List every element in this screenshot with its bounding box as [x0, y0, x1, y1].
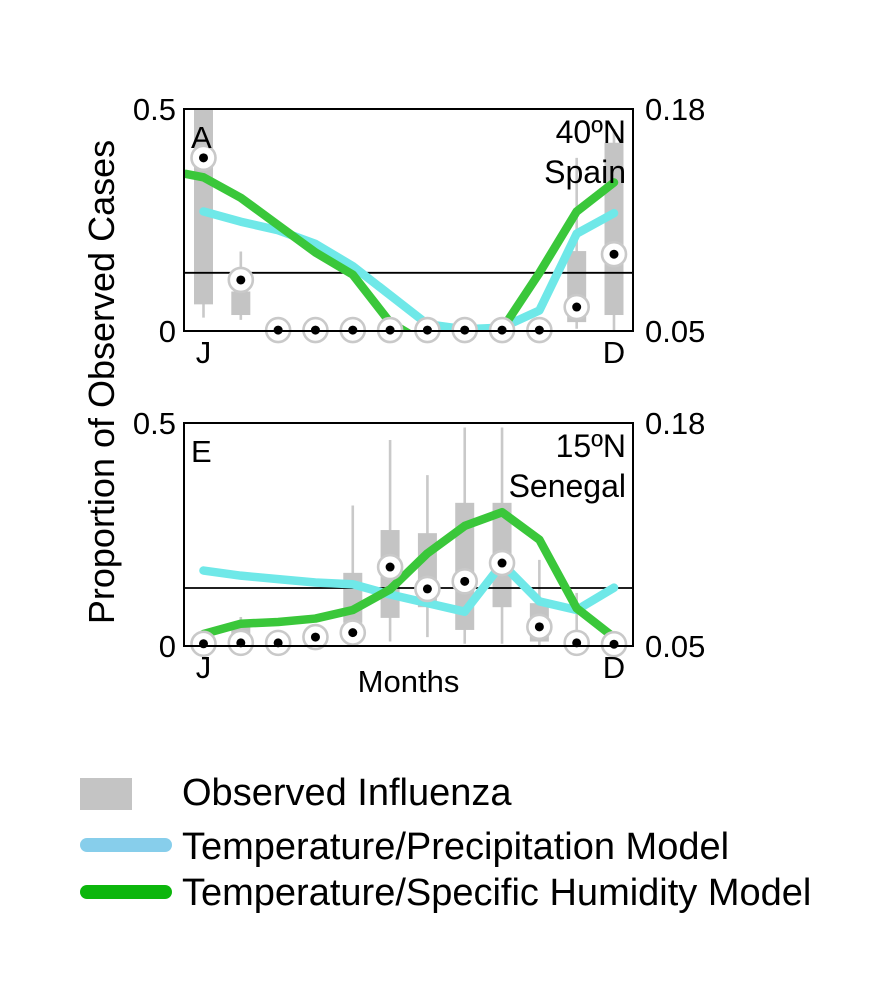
- x-axis-title: Months: [357, 664, 460, 699]
- right-axis-top-tick: 0.18: [645, 406, 705, 441]
- right-axis-bottom-tick: 0.05: [645, 629, 705, 664]
- panel-letter: A: [191, 120, 212, 155]
- right-axis-bottom-tick: 0.05: [645, 314, 705, 349]
- chart-canvas: 0.5 0 0.18 0.05 J D A 40ºN Spain 0.5 0 0.18 0.05 J D E 1…: [133, 92, 705, 685]
- model-line-humidity: [199, 507, 619, 642]
- median-marker-dot: [422, 584, 432, 594]
- humidity-model-swatch: [80, 885, 172, 899]
- median-marker-dot: [534, 622, 544, 632]
- month-tick-last: D: [603, 335, 625, 370]
- median-marker-dot: [572, 302, 582, 312]
- median-marker-dot: [609, 639, 619, 649]
- legend-item-humidity-model: Temperature/Specific Humidity Model: [182, 872, 812, 914]
- panel-location-country: Senegal: [509, 468, 626, 504]
- panel-letter: E: [191, 434, 212, 469]
- panel-location-country: Spain: [544, 154, 626, 190]
- panel-location-latitude: 15ºN: [556, 428, 626, 464]
- precipitation-model-swatch: [80, 838, 172, 852]
- left-axis-top-tick: 0.5: [133, 92, 176, 127]
- left-axis-bottom-tick: 0: [159, 314, 176, 349]
- panel-frame: [183, 108, 634, 332]
- median-marker-dot: [199, 153, 208, 163]
- median-marker-dot: [385, 562, 395, 572]
- panel-frame: [183, 422, 634, 647]
- median-marker-dot: [348, 628, 358, 638]
- month-tick-first: J: [196, 650, 212, 685]
- median-marker-dot: [310, 632, 320, 642]
- month-tick-first: J: [196, 335, 212, 370]
- observed-box: [231, 291, 251, 316]
- right-axis-top-tick: 0.18: [645, 92, 705, 127]
- observed-influenza-swatch: [80, 778, 132, 810]
- median-marker-dot: [236, 275, 246, 285]
- legend-item-observed-influenza: Observed Influenza: [182, 772, 512, 814]
- y-axis-title: Proportion of Observed Cases: [81, 139, 122, 625]
- model-line-precip: [199, 559, 619, 616]
- model-line-precip: [199, 207, 619, 331]
- left-axis-bottom-tick: 0: [159, 629, 176, 664]
- median-marker-dot: [497, 558, 507, 568]
- month-tick-last: D: [603, 650, 625, 685]
- median-marker-dot: [609, 249, 619, 259]
- panel-location-latitude: 40ºN: [556, 114, 626, 150]
- left-axis-top-tick: 0.5: [133, 406, 176, 441]
- model-line-humidity: [184, 169, 619, 331]
- legend-item-precipitation-model: Temperature/Precipitation Model: [182, 826, 730, 868]
- median-marker-dot: [460, 576, 470, 586]
